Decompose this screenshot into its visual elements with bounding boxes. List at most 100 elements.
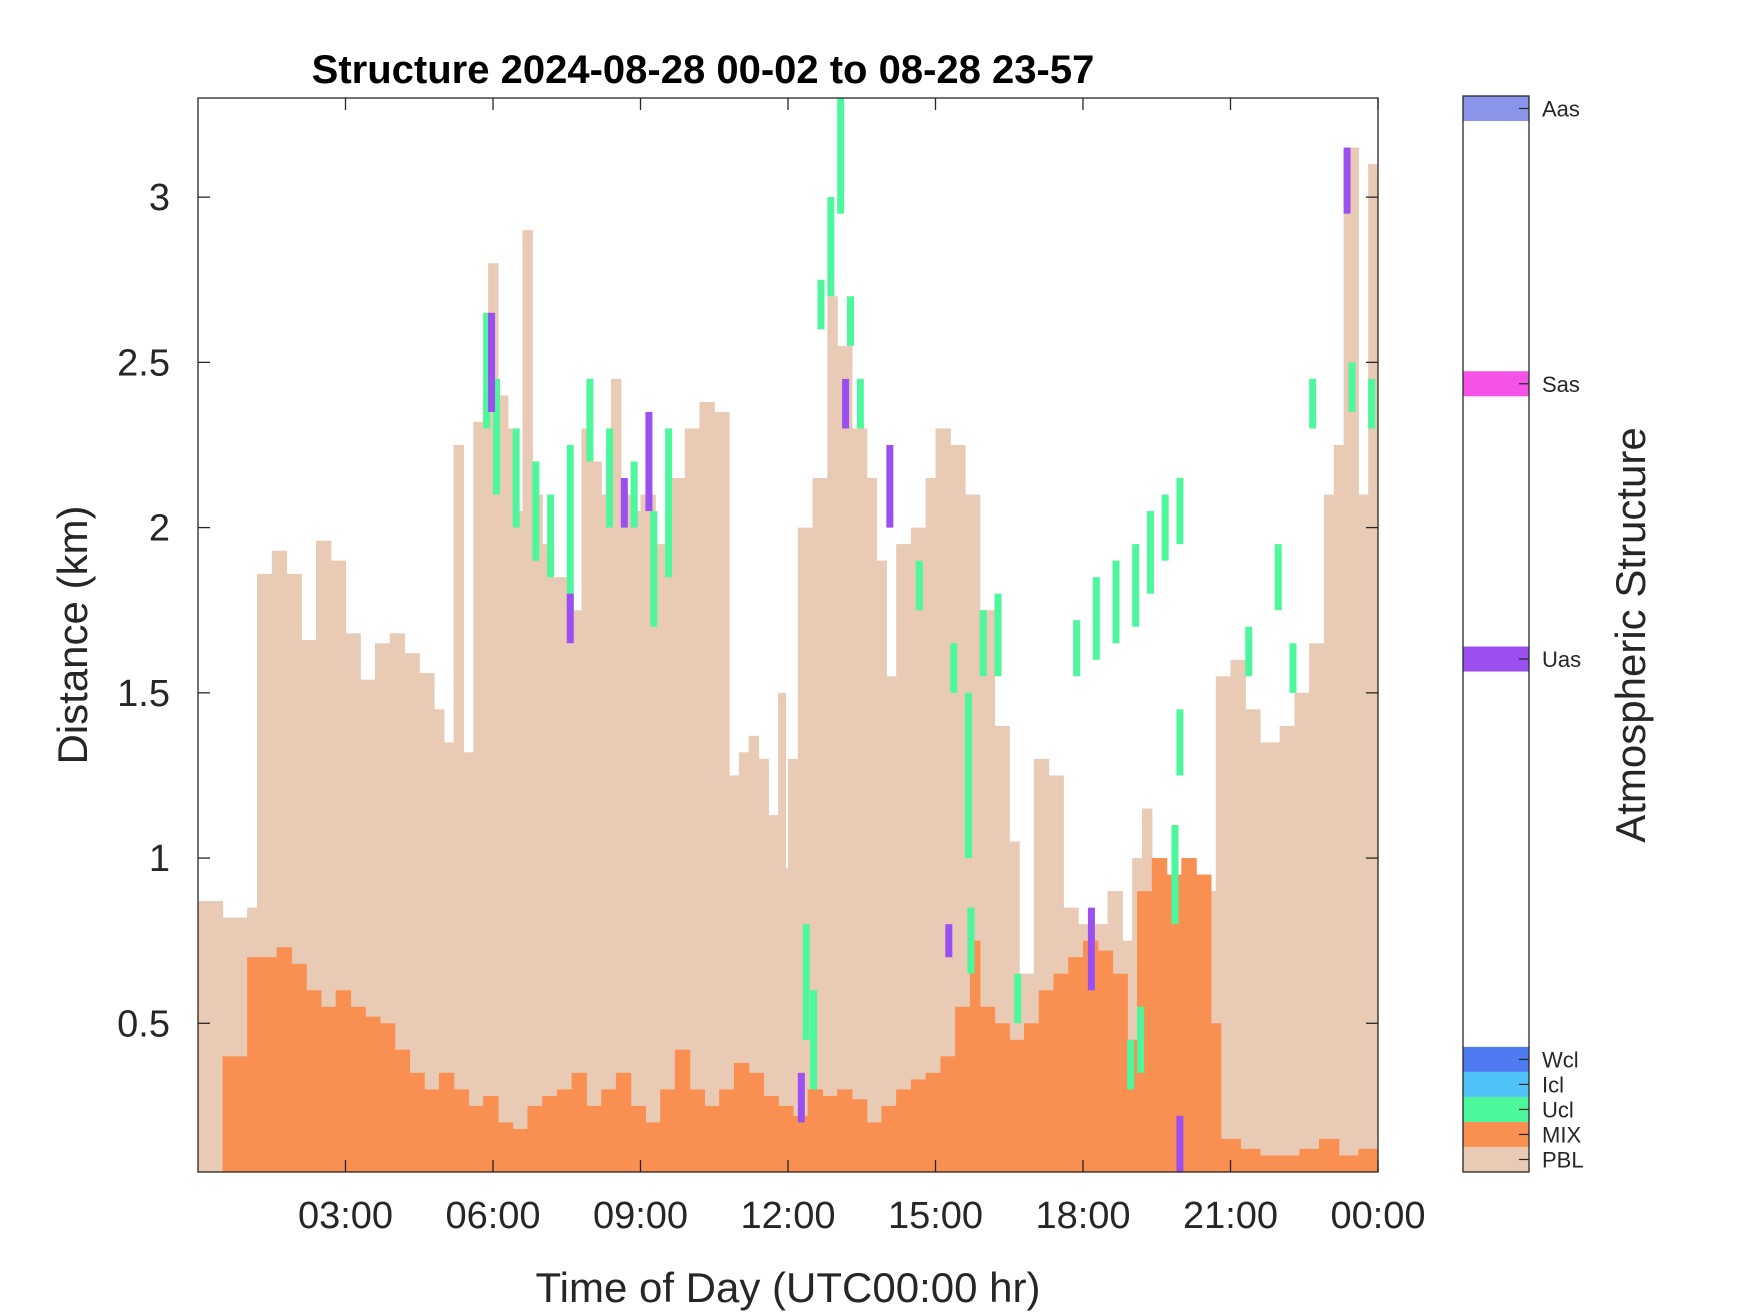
pbl-column xyxy=(611,378,622,1172)
ucl-segment xyxy=(512,428,520,528)
mix-column xyxy=(409,1072,425,1172)
mix-column xyxy=(350,1006,366,1172)
mix-series xyxy=(222,858,1378,1172)
mix-column xyxy=(424,1089,440,1172)
mix-column xyxy=(1038,990,1055,1172)
y-tick-label: 2.5 xyxy=(117,342,170,384)
mix-column xyxy=(1319,1138,1340,1172)
pbl-column xyxy=(851,428,868,1172)
colorbar-tick-label: Uas xyxy=(1542,647,1581,672)
mix-column xyxy=(276,947,293,1172)
mix-column xyxy=(1299,1148,1320,1172)
pbl-column xyxy=(837,345,853,1172)
ucl-segment xyxy=(847,296,854,346)
ucl-segment xyxy=(965,692,972,859)
pbl-column xyxy=(876,560,887,1172)
uas-segment xyxy=(620,478,628,528)
mix-column xyxy=(896,1089,912,1172)
mix-column xyxy=(955,1006,971,1172)
colorbar-tick-label: PBL xyxy=(1542,1147,1584,1172)
pbl-column xyxy=(935,428,951,1172)
uas-segment xyxy=(1087,907,1095,991)
pbl-column xyxy=(630,511,642,1172)
ucl-segment xyxy=(979,610,987,677)
colorbar-swatch-wcl xyxy=(1463,1046,1529,1072)
ucl-segment xyxy=(586,378,594,462)
mix-column xyxy=(512,1129,529,1172)
mix-column xyxy=(979,1006,996,1172)
ucl-segment xyxy=(566,444,574,611)
ucl-segment xyxy=(1112,560,1120,644)
pbl-column xyxy=(566,610,583,1172)
mix-column xyxy=(1260,1155,1281,1172)
mix-column xyxy=(261,957,278,1172)
mix-column xyxy=(1279,1155,1300,1172)
mix-column xyxy=(247,957,263,1172)
pbl-column xyxy=(896,544,912,1172)
pbl-column xyxy=(507,428,514,1172)
mix-column xyxy=(748,1072,765,1172)
pbl-column xyxy=(1309,643,1325,1172)
uas-segment xyxy=(488,312,496,412)
pbl-column xyxy=(1294,692,1310,1172)
mix-column xyxy=(792,1115,809,1172)
pbl-column xyxy=(488,263,499,1172)
y-tick-label: 1 xyxy=(149,838,170,880)
ucl-segment xyxy=(802,924,810,1040)
pbl-column xyxy=(827,296,838,1172)
mix-column xyxy=(394,1049,411,1172)
pbl-column xyxy=(1260,742,1281,1172)
colorbar-tick-label: MIX xyxy=(1542,1122,1581,1147)
ucl-segment xyxy=(1171,825,1179,925)
colorbar-swatch-aas xyxy=(1463,96,1529,122)
mix-column xyxy=(807,1089,824,1172)
ucl-segment xyxy=(1132,544,1140,627)
pbl-column xyxy=(925,478,937,1172)
mix-column xyxy=(763,1095,779,1172)
pbl-column xyxy=(1245,709,1261,1172)
pbl-column xyxy=(443,742,455,1172)
pbl-column xyxy=(522,230,533,1172)
mix-column xyxy=(438,1072,455,1172)
uas-segment xyxy=(1176,1115,1184,1172)
uas-segment xyxy=(945,924,953,958)
colorbar-frame xyxy=(1462,95,1530,1173)
y-tick-label: 3 xyxy=(149,177,170,219)
mix-column xyxy=(320,1006,337,1172)
mix-column xyxy=(881,1105,897,1172)
ucl-segment xyxy=(1073,620,1081,677)
plot-area xyxy=(198,98,1378,1172)
x-tick-label: 21:00 xyxy=(1183,1195,1278,1237)
pbl-column xyxy=(453,444,465,1172)
mix-column xyxy=(778,1105,794,1172)
pbl-column xyxy=(198,901,224,1172)
ucl-segment xyxy=(1348,362,1356,412)
y-tick-label: 0.5 xyxy=(117,1003,170,1045)
ucl-segment xyxy=(837,98,845,214)
ucl-segment xyxy=(950,643,958,693)
mix-column xyxy=(468,1105,484,1172)
pbl-column xyxy=(699,402,715,1172)
ucl-segment xyxy=(1274,544,1282,611)
pbl-column xyxy=(434,709,445,1172)
mix-column xyxy=(1097,950,1114,1172)
uas-segment xyxy=(842,378,850,429)
pbl-column xyxy=(729,775,740,1172)
ucl-segment xyxy=(1245,626,1253,677)
uas-segment xyxy=(566,593,574,644)
colorbar-swatch-mix xyxy=(1463,1121,1529,1147)
y-axis: 0.5 1 1.5 2 2.5 3 xyxy=(117,177,1378,1045)
mix-column xyxy=(483,1095,499,1172)
pbl-column xyxy=(601,494,612,1172)
x-tick-label: 12:00 xyxy=(740,1195,835,1237)
mix-column xyxy=(601,1089,617,1172)
mix-column xyxy=(1151,858,1168,1172)
mix-column xyxy=(1220,1138,1241,1172)
colorbar-tick-label: Ucl xyxy=(1542,1097,1574,1122)
colorbar-swatch-uas xyxy=(1463,646,1529,672)
mix-column xyxy=(940,1056,956,1172)
y-tick-label: 2 xyxy=(149,508,170,550)
x-axis-label: Time of Day (UTC00:00 hr) xyxy=(536,1264,1041,1311)
pbl-column xyxy=(768,815,779,1172)
mix-column xyxy=(379,1023,396,1172)
